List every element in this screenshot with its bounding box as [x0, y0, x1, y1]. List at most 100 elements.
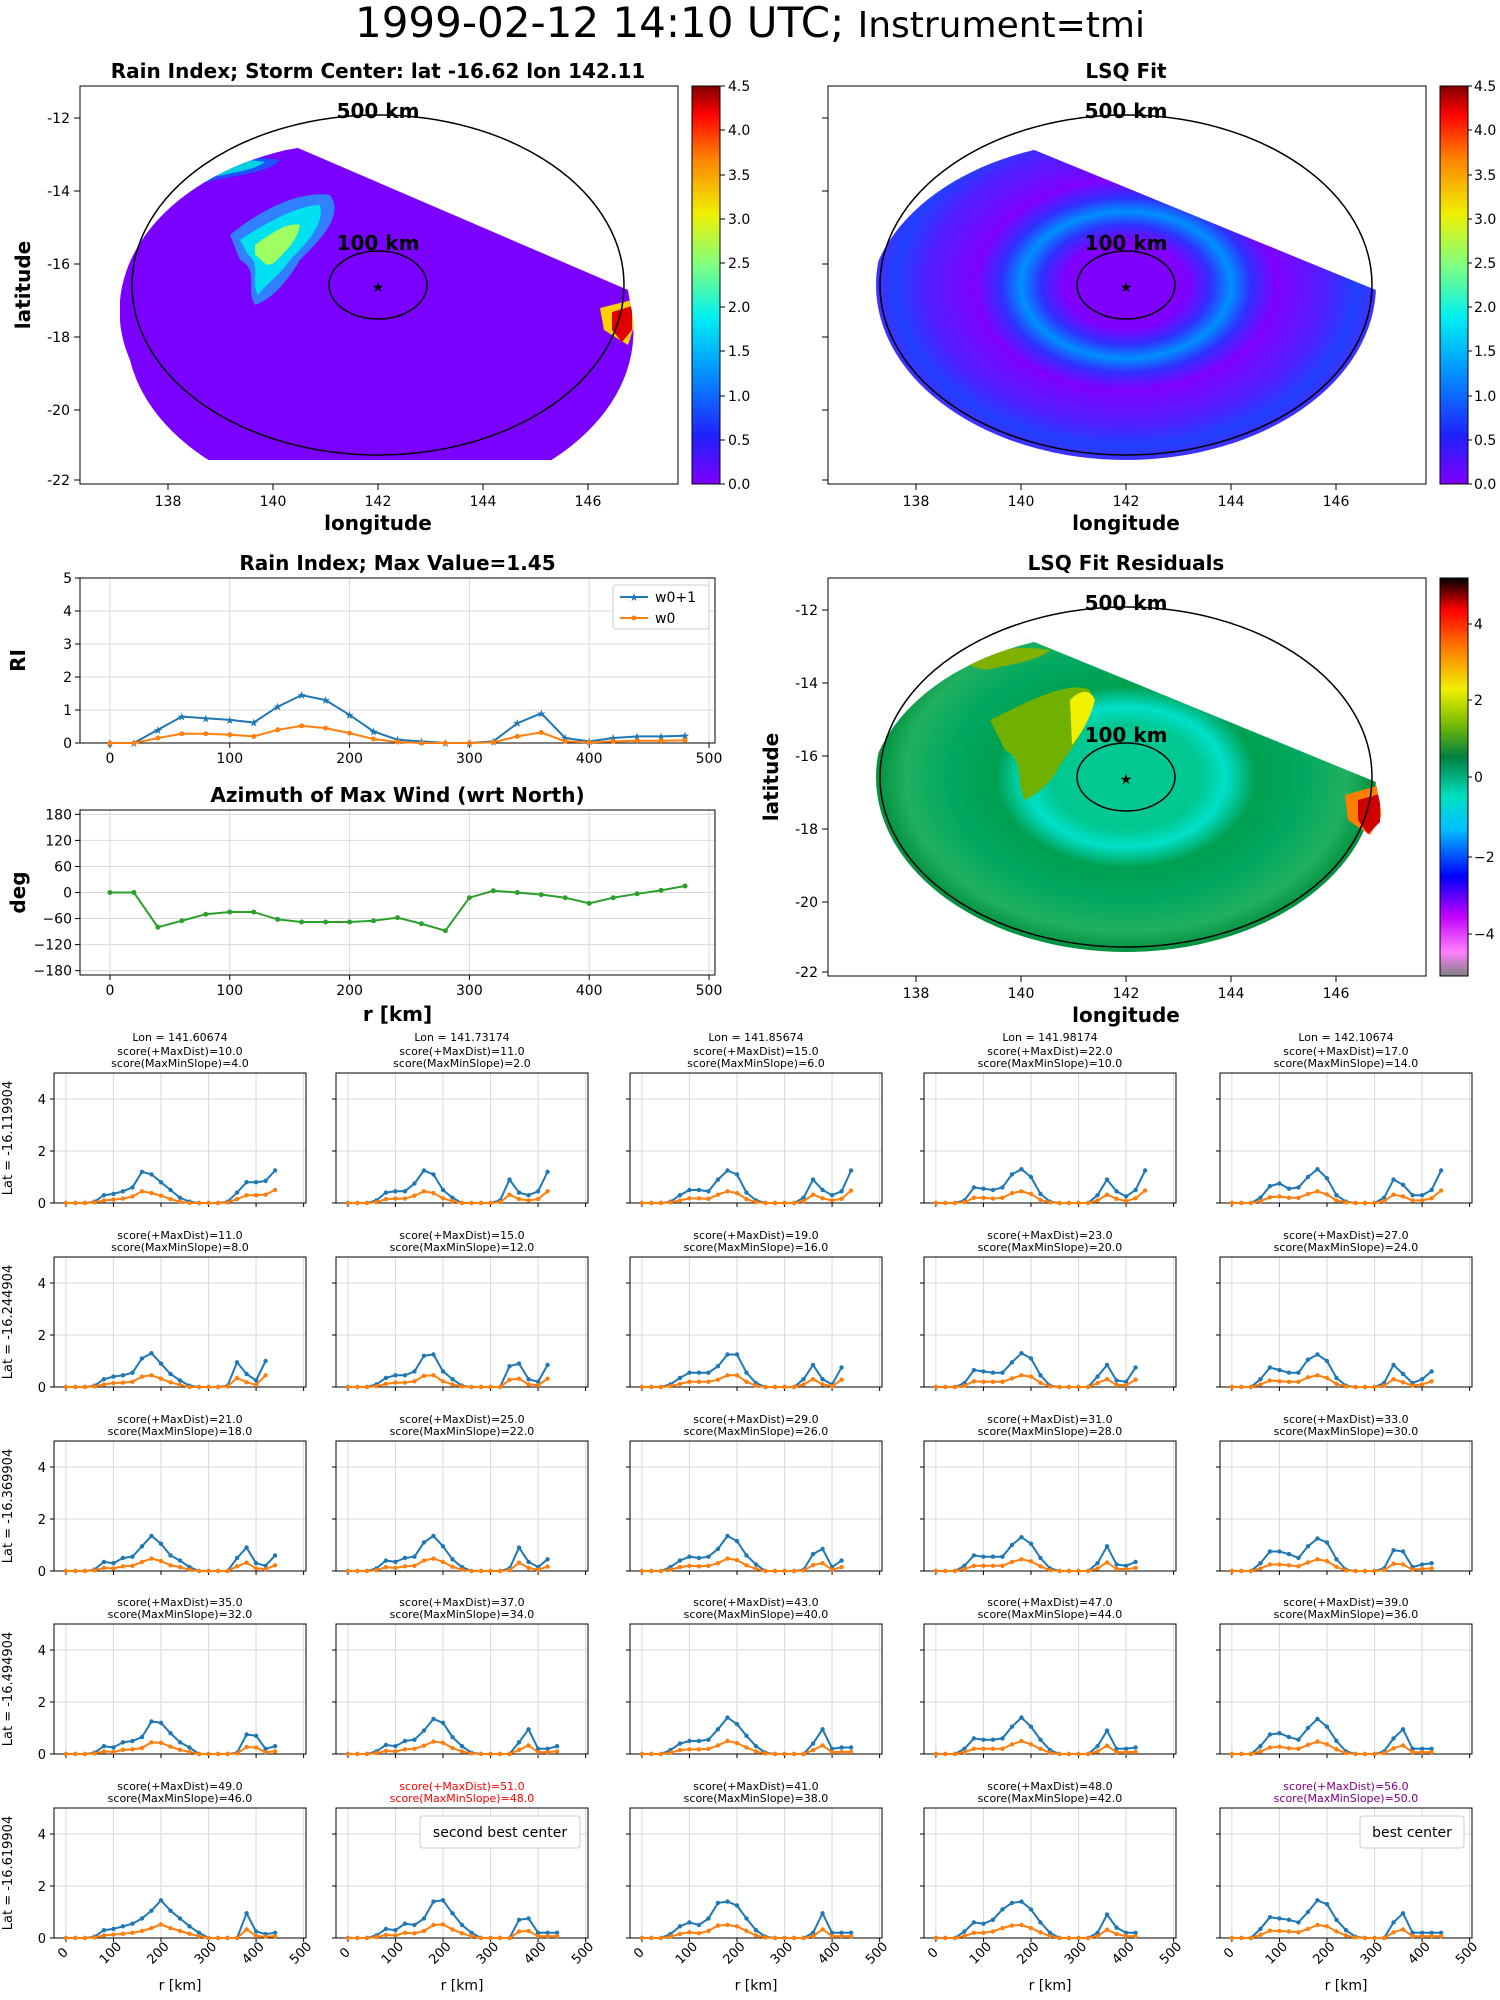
data-point: [1123, 1930, 1129, 1936]
data-point: [1038, 1197, 1043, 1203]
series-line: [641, 1353, 843, 1388]
data-point: [507, 1568, 512, 1573]
data-point: [1296, 1555, 1301, 1561]
data-point: [829, 1930, 835, 1936]
y-tick-label: 0: [38, 1748, 46, 1763]
data-point: [440, 1898, 446, 1903]
data-point: [763, 1200, 768, 1206]
data-point: [1028, 1742, 1034, 1747]
data-point: [1305, 1174, 1311, 1180]
data-point: [1133, 1930, 1138, 1936]
score-maxminslope: score(MaxMinSlope)=32.0: [108, 1608, 253, 1621]
data-point: [753, 1744, 759, 1749]
data-point: [149, 1190, 154, 1196]
data-point: [1047, 1200, 1053, 1205]
data-point: [393, 1373, 398, 1378]
column-lon-label: Lon = 142.10674: [1298, 1031, 1393, 1044]
data-point: [1286, 1551, 1292, 1557]
data-point: [1114, 1378, 1119, 1383]
data-point: ★: [632, 730, 642, 743]
data-point: [469, 1568, 474, 1574]
data-point: [1343, 1568, 1349, 1573]
series-line: [935, 1739, 1136, 1755]
data-point: [1057, 1384, 1062, 1390]
data-point: [1258, 1744, 1263, 1749]
data-point: [374, 1384, 379, 1389]
svg-text:140: 140: [1008, 986, 1035, 1002]
data-point: [393, 1559, 398, 1565]
data-point: [1066, 1935, 1072, 1941]
panel-frame: [53, 1623, 307, 1755]
data-point: [421, 1916, 427, 1921]
row-lat-label: Lat = -16.369904: [1, 1449, 16, 1563]
data-point: [111, 1374, 116, 1379]
data-point: [450, 1911, 455, 1916]
data-point: [1000, 1370, 1005, 1375]
data-point: [1372, 1384, 1377, 1390]
data-point: [459, 1931, 465, 1936]
data-point: [155, 924, 161, 930]
data-point: ★: [153, 724, 163, 737]
series-line: [65, 1351, 267, 1388]
data-point: [715, 1923, 721, 1928]
svg-text:2.0: 2.0: [728, 300, 750, 316]
data-point: [215, 1200, 221, 1206]
data-point: [158, 1740, 164, 1746]
data-point: [715, 1192, 721, 1197]
data-point: [1019, 1351, 1024, 1356]
data-point: [1085, 1568, 1091, 1574]
data-point: [1362, 1200, 1368, 1206]
ring-100km: [1076, 250, 1176, 320]
svg-text:−2: −2: [1474, 850, 1495, 866]
data-point: [706, 1737, 711, 1742]
data-point: [810, 1741, 816, 1746]
data-point: [820, 1377, 825, 1382]
data-point: [1400, 1911, 1406, 1916]
data-point: [1114, 1931, 1119, 1937]
series-line: [1231, 1353, 1433, 1388]
data-point: [1019, 1922, 1024, 1928]
panel-area: [1220, 1073, 1472, 1203]
data-point: [516, 1190, 522, 1195]
data-point: [431, 1190, 436, 1196]
data-point: [1391, 1736, 1396, 1741]
data-point: [725, 1899, 730, 1904]
data-point: [962, 1749, 967, 1755]
x-axis-label: r [km]: [1325, 1978, 1368, 1994]
data-point: [1038, 1555, 1043, 1561]
data-point: [687, 1187, 692, 1193]
data-point: [272, 1749, 278, 1754]
data-point: [253, 1382, 259, 1388]
column-lon-label: Lon = 141.60674: [132, 1031, 227, 1044]
data-point: [234, 1375, 240, 1381]
lsq-fit-yticks: [822, 117, 828, 481]
data-point: [158, 1193, 164, 1198]
data-point: [1038, 1746, 1043, 1752]
data-point: [206, 1568, 211, 1574]
svg-text:4.0: 4.0: [1474, 123, 1496, 139]
data-point: [345, 1200, 351, 1206]
series-line: [347, 1190, 549, 1204]
data-point: [1286, 1734, 1292, 1740]
data-point: [1229, 1935, 1235, 1941]
data-point: [111, 1745, 116, 1750]
figure-title-main: 1999-02-12 14:10 UTC;: [354, 0, 845, 47]
data-point: [535, 1196, 541, 1202]
data-point: [130, 1747, 135, 1752]
data-point: [1076, 1568, 1081, 1574]
data-point: [1019, 1557, 1024, 1562]
data-point: [514, 890, 520, 895]
data-point: [149, 1556, 154, 1561]
data-point: [1353, 1751, 1358, 1757]
data-point: [1038, 1930, 1043, 1935]
data-point: [839, 1933, 844, 1939]
data-point: [149, 1740, 154, 1745]
data-point: [545, 1189, 550, 1194]
data-point: [120, 1189, 126, 1194]
data-point: [526, 1193, 531, 1198]
data-point: [1123, 1933, 1129, 1939]
data-point: [1391, 1920, 1396, 1925]
data-point: [478, 1200, 484, 1206]
data-point: [139, 1734, 145, 1740]
data-point: [450, 1927, 455, 1932]
